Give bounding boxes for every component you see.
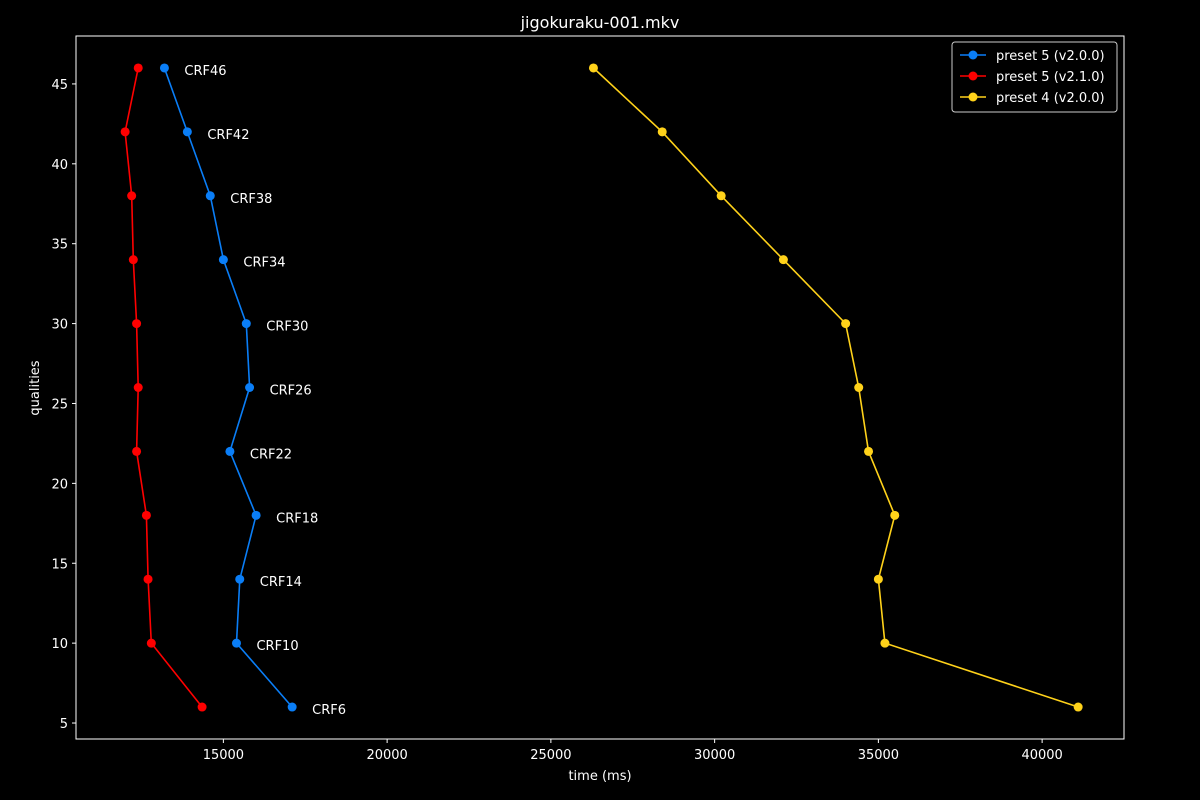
data-point xyxy=(588,63,598,73)
crf-label: CRF10 xyxy=(256,639,298,654)
data-point xyxy=(218,255,228,265)
crf-label: CRF26 xyxy=(270,384,312,399)
series-3 xyxy=(588,63,1083,712)
y-axis-ticks: 5 10 15 20 25 30 35 40 45 xyxy=(51,78,76,732)
x-tick-label: 35000 xyxy=(858,748,899,763)
crf-label: CRF22 xyxy=(250,447,292,462)
x-tick-label: 30000 xyxy=(694,748,735,763)
crf-label: CRF38 xyxy=(230,192,272,207)
data-point xyxy=(880,638,890,648)
data-point xyxy=(890,510,900,520)
data-point xyxy=(133,63,143,73)
x-tick-label: 20000 xyxy=(366,748,407,763)
legend-label: preset 5 (v2.1.0) xyxy=(996,70,1105,85)
data-point xyxy=(146,638,156,648)
y-tick-label: 5 xyxy=(60,717,68,732)
x-axis-ticks: 15000 20000 25000 30000 35000 40000 xyxy=(203,739,1063,763)
y-tick-label: 20 xyxy=(51,477,68,492)
data-point xyxy=(197,702,207,712)
y-tick-label: 40 xyxy=(51,158,68,173)
chart-title: jigokuraku-001.mkv xyxy=(520,13,680,32)
data-point xyxy=(864,446,874,456)
data-point xyxy=(778,255,788,265)
y-tick-label: 10 xyxy=(51,637,68,652)
legend: preset 5 (v2.0.0) preset 5 (v2.1.0) preset… xyxy=(951,41,1118,113)
y-tick-label: 15 xyxy=(51,557,68,572)
y-tick-label: 45 xyxy=(51,78,68,93)
crf-label: CRF34 xyxy=(243,256,285,271)
data-point xyxy=(127,191,137,201)
data-point xyxy=(245,383,255,392)
data-point xyxy=(716,191,726,201)
data-point xyxy=(132,319,142,329)
data-point xyxy=(854,383,864,392)
series-layer xyxy=(120,63,1083,712)
data-point xyxy=(141,510,151,520)
data-point xyxy=(241,319,251,329)
data-point xyxy=(231,638,241,648)
legend-swatch-marker xyxy=(968,71,978,81)
series-1 xyxy=(159,63,297,712)
legend-swatch-marker xyxy=(968,50,978,60)
data-point xyxy=(143,574,153,584)
legend-label: preset 5 (v2.0.0) xyxy=(996,49,1105,64)
legend-box xyxy=(951,41,1118,113)
legend-swatch-marker xyxy=(968,92,978,102)
data-point xyxy=(841,319,851,329)
crf-label: CRF46 xyxy=(184,64,226,79)
crf-label: CRF6 xyxy=(312,703,346,718)
crf-label: CRF14 xyxy=(260,575,302,590)
data-point xyxy=(133,383,143,392)
legend-label: preset 4 (v2.0.0) xyxy=(996,91,1105,106)
data-point xyxy=(657,127,667,137)
series-2 xyxy=(120,63,207,712)
y-tick-label: 35 xyxy=(51,238,68,253)
data-point xyxy=(128,255,138,265)
x-tick-label: 40000 xyxy=(1021,748,1062,763)
data-point xyxy=(235,574,245,584)
crf-label: CRF30 xyxy=(266,320,308,335)
data-point xyxy=(251,510,261,520)
data-point xyxy=(873,574,883,584)
annotation-layer: CRF46 CRF42 CRF38 CRF34 CRF30 CRF26 CRF22 CRF18… xyxy=(184,64,346,718)
y-tick-label: 30 xyxy=(51,318,68,333)
data-point xyxy=(120,127,130,137)
y-tick-label: 25 xyxy=(51,397,68,412)
data-point xyxy=(205,191,215,201)
x-tick-label: 25000 xyxy=(530,748,571,763)
data-point xyxy=(225,446,235,456)
x-tick-label: 15000 xyxy=(203,748,244,763)
data-point xyxy=(287,702,297,712)
data-point xyxy=(132,446,142,456)
data-point xyxy=(1073,702,1083,712)
data-point xyxy=(159,63,169,73)
crf-label: CRF18 xyxy=(276,511,318,526)
x-axis-label: time (ms) xyxy=(568,769,631,784)
crf-label: CRF42 xyxy=(207,128,249,143)
y-axis-label: qualities xyxy=(28,360,43,415)
data-point xyxy=(182,127,192,137)
